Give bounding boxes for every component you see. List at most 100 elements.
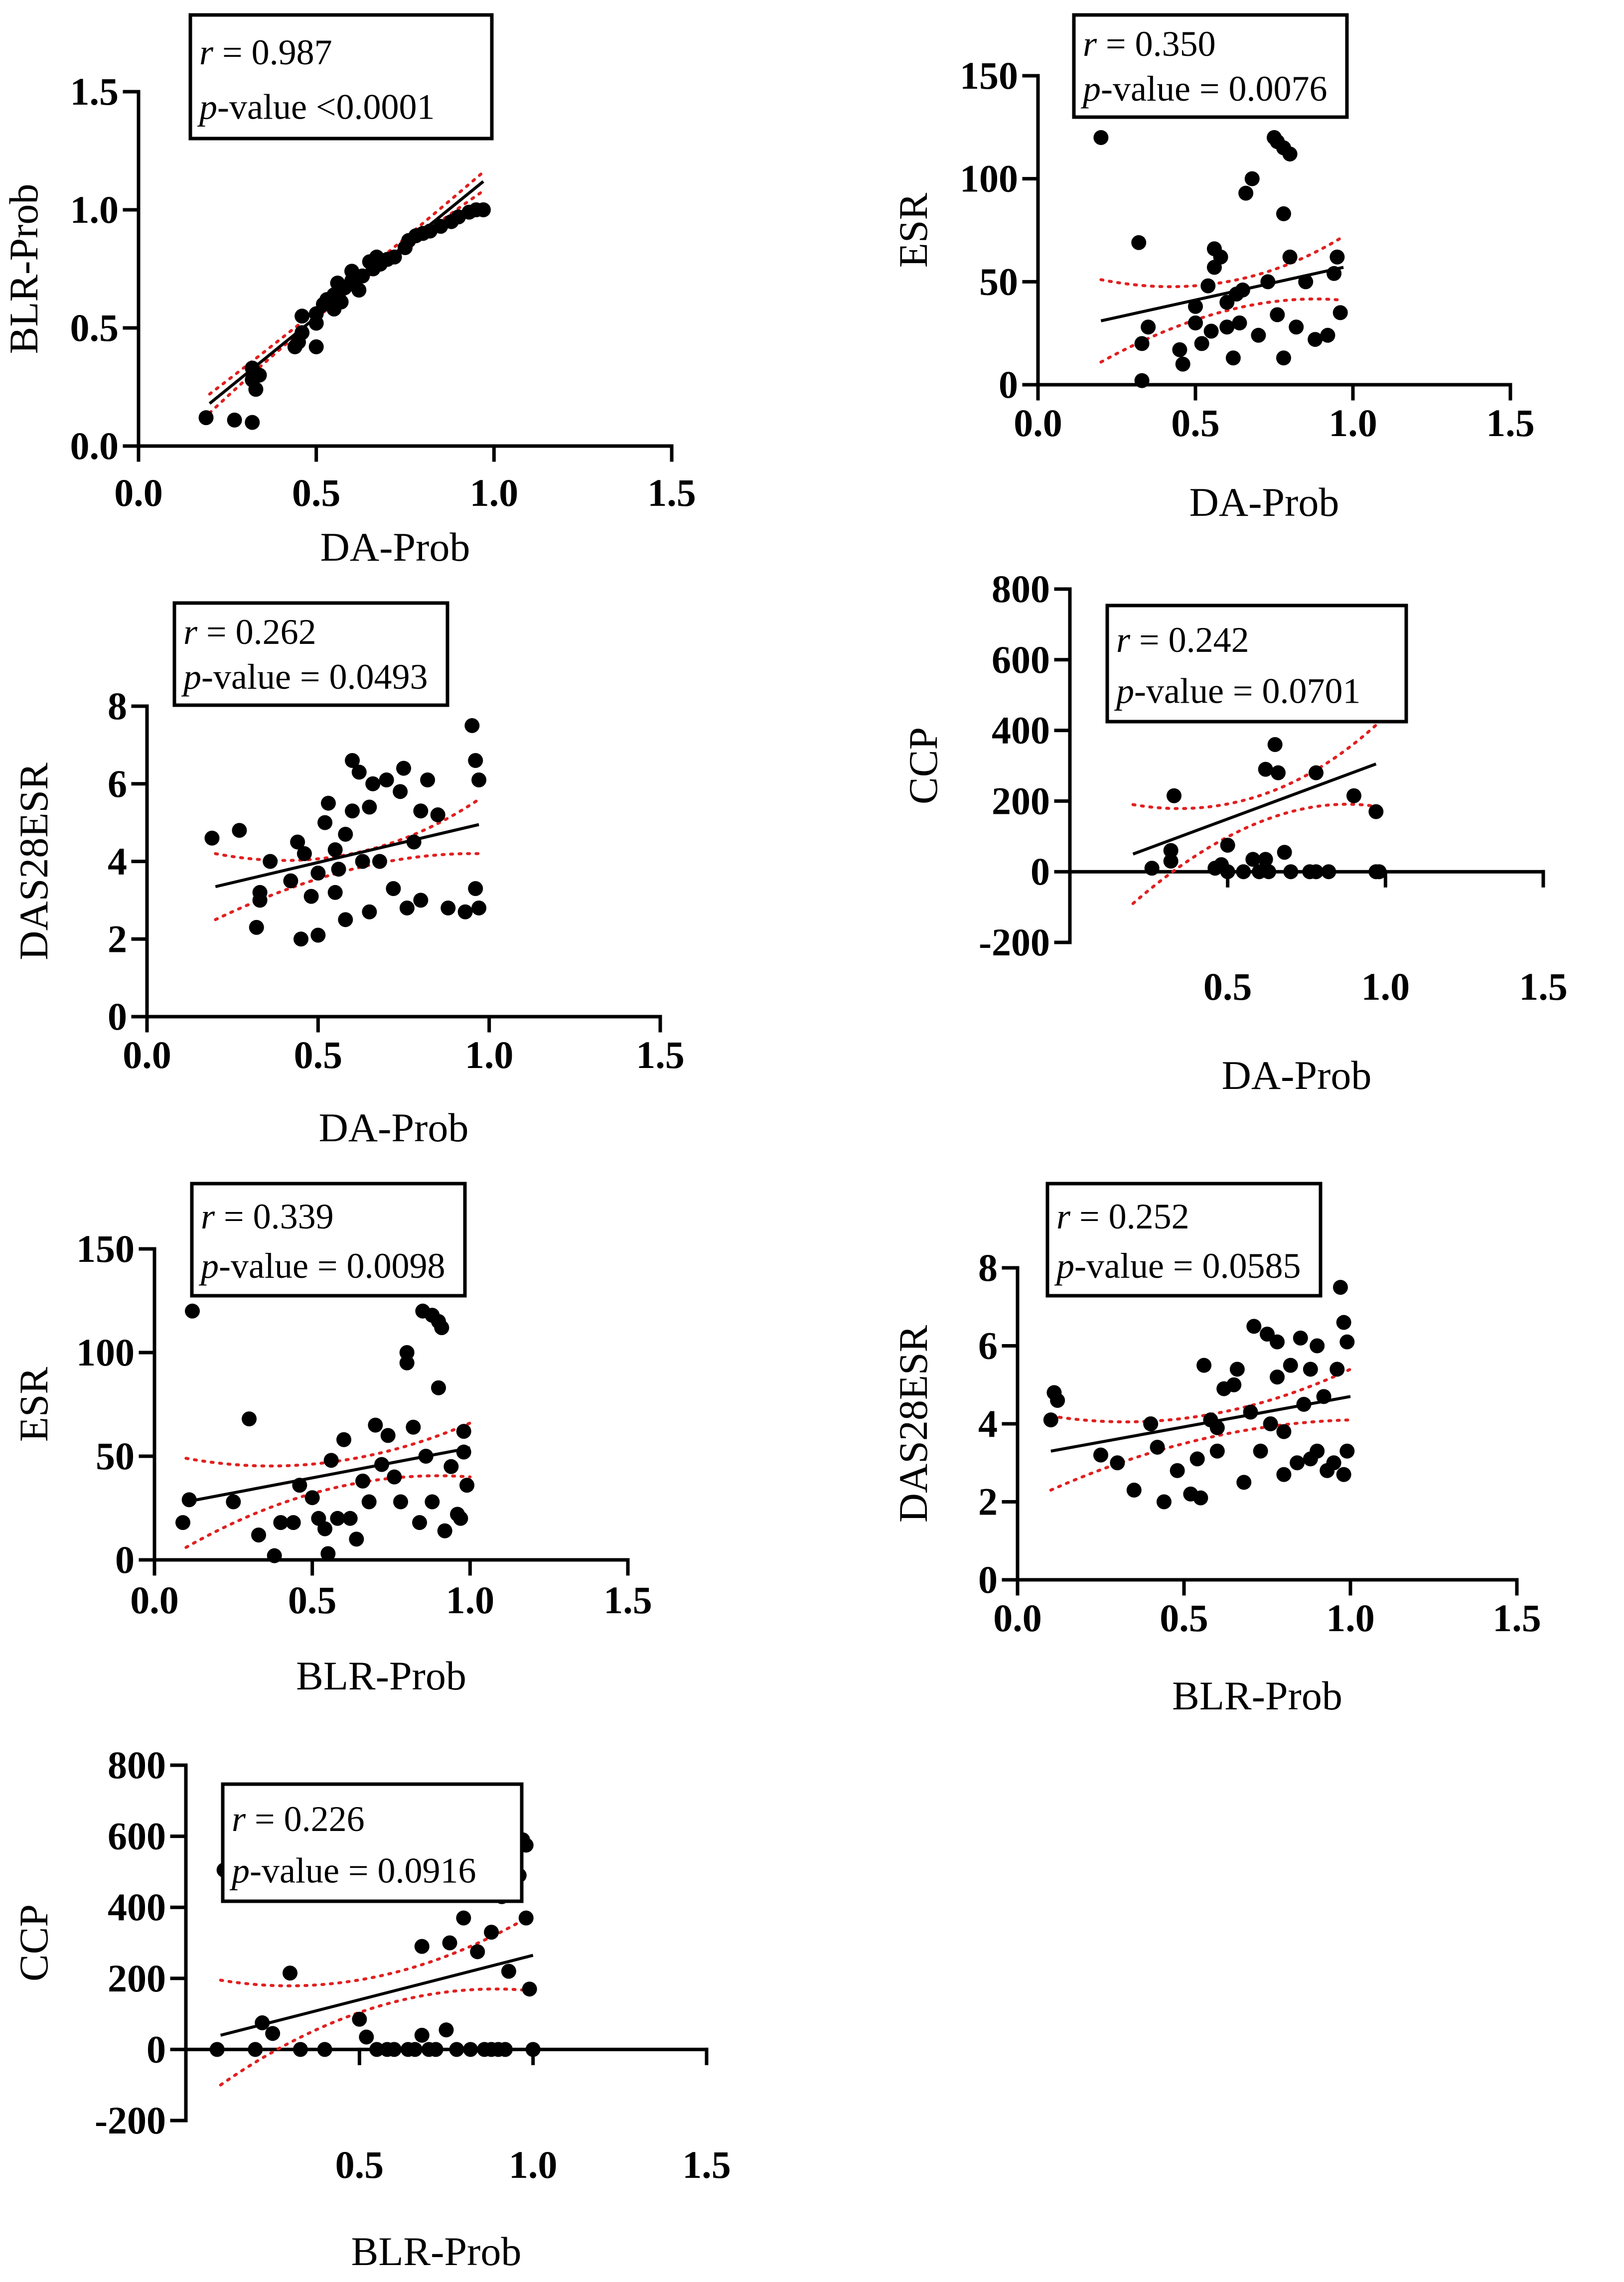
data-point: [1131, 235, 1147, 250]
data-point: [1309, 864, 1324, 880]
x-tick-label: 1.5: [1519, 965, 1568, 1008]
data-point: [372, 854, 387, 869]
data-point: [331, 862, 346, 877]
data-point: [459, 1478, 474, 1493]
data-point: [468, 753, 483, 768]
data-point: [1283, 864, 1299, 880]
data-point: [361, 1494, 377, 1510]
y-tick-label: 8: [108, 684, 127, 728]
scatter-panel-2: 0 50 100 150 0.0 0.5 1.0 1.5 DA-Prob ESR r = 0.350…: [890, 13, 1535, 525]
data-point: [345, 753, 360, 768]
y-tick-label: 150: [960, 54, 1018, 97]
y-tick-label: 50: [96, 1434, 135, 1478]
regression-line: [220, 1954, 534, 2037]
data-point: [1258, 852, 1273, 867]
data-point: [399, 1345, 415, 1360]
data-point: [1226, 1377, 1242, 1392]
x-tick-label: 1.0: [1329, 401, 1377, 445]
data-point: [1263, 1416, 1278, 1431]
data-point: [336, 1432, 351, 1447]
data-point: [1236, 1475, 1252, 1490]
y-tick-label: 400: [992, 709, 1050, 752]
p-value-text: p-value = 0.0585: [1054, 1246, 1301, 1286]
data-point: [413, 803, 429, 819]
x-tick-label: 1.5: [1492, 1596, 1541, 1640]
data-point: [209, 2042, 225, 2057]
scatter-panel-3: 0 2 4 6 8 0.0 0.5 1.0 1.5 DA-Prob DAS28ESR r = 0.26…: [11, 601, 685, 1150]
data-point: [525, 2042, 541, 2057]
data-point: [1339, 1334, 1355, 1350]
y-tick-label: 6: [978, 1324, 998, 1368]
data-point: [399, 1355, 415, 1370]
scatter-panel-7: -200 0 200 400 600 800 0.5 1.0 1.5 BLR-Prob CCP r =…: [11, 1743, 731, 2274]
data-point: [471, 900, 487, 915]
data-point: [430, 807, 445, 823]
data-point: [443, 1459, 459, 1474]
data-point: [1282, 147, 1298, 162]
y-tick-label: 4: [108, 840, 127, 883]
data-point: [273, 1515, 289, 1530]
p-value-text: p-value = 0.0098: [198, 1246, 445, 1286]
data-point: [431, 1380, 446, 1395]
data-point: [1150, 1439, 1165, 1455]
data-point: [1219, 319, 1235, 335]
data-point: [1261, 864, 1276, 880]
data-point: [393, 1494, 408, 1510]
data-point: [320, 795, 336, 811]
data-point: [412, 1515, 427, 1530]
data-point: [386, 881, 401, 897]
x-tick-label: 1.0: [1361, 965, 1410, 1008]
data-point: [1193, 1490, 1208, 1506]
data-point: [374, 1457, 389, 1472]
r-value: = 0.987: [213, 32, 332, 72]
p-value: -value = 0.0076: [1101, 69, 1328, 109]
data-point: [414, 1939, 430, 1954]
data-point: [1196, 1358, 1212, 1373]
y-tick-label: 0.0: [70, 424, 119, 467]
data-point: [1310, 1443, 1325, 1459]
r-symbol: r: [1083, 24, 1097, 64]
scatter-panel-5: 0 50 100 150 0.0 0.5 1.0 1.5 BLR-Prob ESR r = 0.33…: [11, 1182, 652, 1698]
y-tick-label: 2: [978, 1480, 998, 1523]
y-tick-label: 800: [108, 1743, 166, 1787]
data-point: [406, 1419, 421, 1435]
r-symbol: r: [201, 1197, 215, 1236]
r-value: = 0.339: [215, 1197, 334, 1236]
data-point: [1316, 1389, 1331, 1404]
data-point: [456, 1444, 471, 1460]
data-point: [1144, 861, 1160, 876]
data-point: [1050, 1393, 1065, 1408]
x-tick-label: 1.5: [603, 1578, 652, 1622]
data-point: [1175, 356, 1190, 372]
y-tick-label: 600: [992, 638, 1050, 681]
data-point: [457, 904, 473, 919]
data-point: [1309, 765, 1324, 780]
data-point: [413, 893, 429, 908]
y-tick-label: 200: [108, 1957, 166, 2000]
x-axis-label: DA-Prob: [320, 524, 470, 570]
data-point: [1203, 323, 1219, 339]
data-point: [470, 1944, 485, 1960]
data-point: [1220, 864, 1235, 880]
x-tick-label: 0.0: [123, 1033, 171, 1076]
y-tick-label: 0: [999, 363, 1018, 406]
y-axis-label: BLR-Prob: [1, 184, 46, 354]
data-point: [1276, 350, 1291, 366]
data-point: [327, 842, 343, 858]
data-point: [1110, 1455, 1125, 1471]
data-point: [1188, 315, 1203, 330]
data-point: [1283, 1358, 1298, 1373]
data-point: [310, 865, 326, 881]
data-point: [396, 761, 411, 776]
data-point: [456, 1424, 471, 1439]
data-point: [497, 2042, 513, 2057]
r-value-text: r = 0.262: [183, 612, 316, 652]
data-point: [437, 1523, 452, 1538]
data-point: [362, 904, 377, 919]
data-point: [1346, 788, 1361, 803]
x-tick-label: 0.5: [288, 1578, 337, 1622]
data-point: [226, 1494, 241, 1510]
data-point: [349, 1531, 364, 1547]
data-point: [1336, 1315, 1351, 1330]
data-point: [1289, 319, 1304, 335]
